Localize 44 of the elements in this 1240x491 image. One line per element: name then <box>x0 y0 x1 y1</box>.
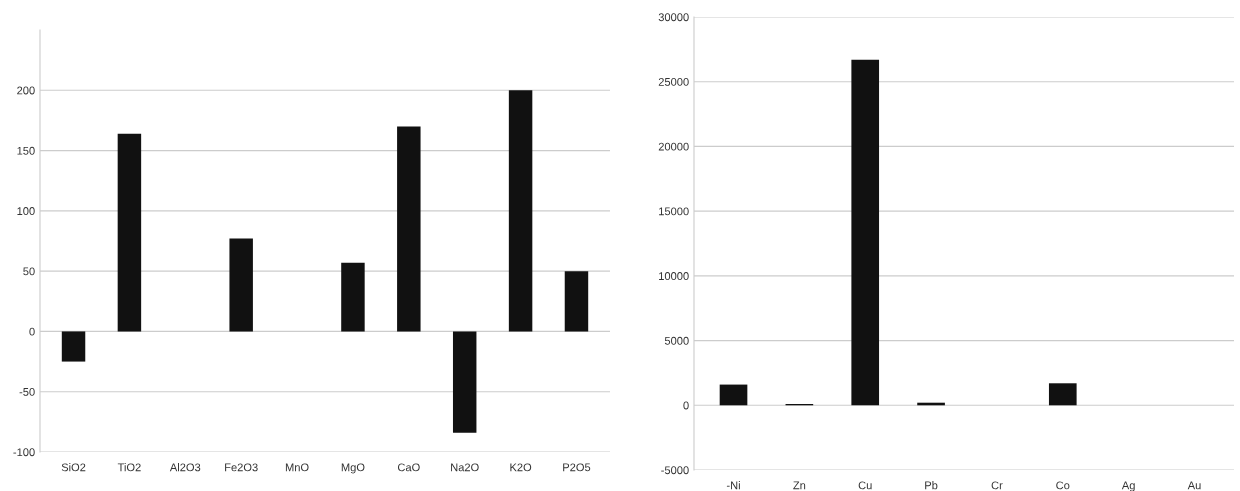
x-tick-label: SiO2 <box>61 463 86 472</box>
bar <box>452 331 477 433</box>
x-tick-label: Fe2O3 <box>225 463 258 472</box>
y-tick-label: 15000 <box>659 207 689 216</box>
bar <box>341 262 365 332</box>
y-tick-label: -5000 <box>661 466 689 475</box>
x-tick-label: Au <box>1187 481 1201 490</box>
bar <box>229 238 253 332</box>
x-tick-label: MnO <box>285 463 309 472</box>
y-tick-label: 5000 <box>664 336 689 345</box>
bar <box>117 133 142 332</box>
y-tick-label: 150 <box>17 146 35 155</box>
x-tick-label: Al2O3 <box>169 463 201 472</box>
bar <box>61 331 86 362</box>
bar <box>508 90 533 332</box>
y-tick-label: 10000 <box>659 272 689 280</box>
x-tick-label: -Ni <box>726 481 740 490</box>
x-tick-label: MgO <box>341 463 365 474</box>
x-tick-label: Cr <box>991 481 1003 490</box>
x-tick-label: Na2O <box>451 463 479 472</box>
bar <box>719 384 748 406</box>
x-tick-label: Co <box>1056 481 1070 490</box>
x-tick-label: Ag <box>1121 481 1135 491</box>
bar <box>397 126 421 332</box>
x-tick-label: K2O <box>510 463 532 472</box>
y-tick-label: 0 <box>683 401 689 410</box>
x-tick-label: Cu <box>858 481 872 490</box>
bar <box>851 59 880 406</box>
x-tick-label: CaO <box>397 463 420 472</box>
x-tick-label: Pb <box>925 481 938 490</box>
y-tick-label: 25000 <box>658 77 689 86</box>
y-tick-label: 30000 <box>658 13 689 22</box>
y-tick-label: -50 <box>19 387 35 396</box>
x-tick-label: P2O5 <box>563 463 591 472</box>
y-tick-label: 200 <box>17 86 35 95</box>
y-tick-label: 50 <box>23 267 35 276</box>
x-tick-label: Zn <box>793 481 806 490</box>
bar <box>564 271 589 332</box>
y-tick-label: 100 <box>17 207 35 215</box>
y-tick-label: 0 <box>29 327 35 336</box>
bar <box>1048 383 1077 406</box>
y-tick-label: -100 <box>13 448 35 457</box>
y-tick-label: 20000 <box>658 142 689 151</box>
x-tick-label: TiO2 <box>117 463 141 472</box>
